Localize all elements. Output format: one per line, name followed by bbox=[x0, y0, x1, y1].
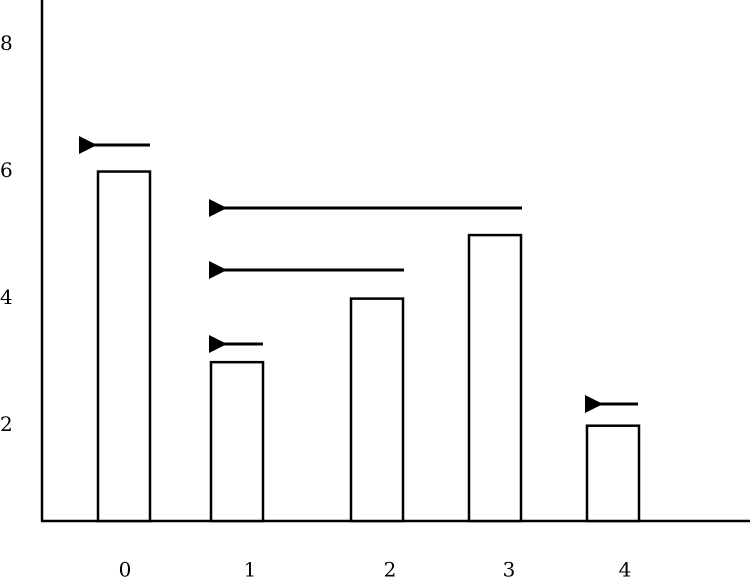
bar bbox=[467, 233, 523, 523]
y-tick-label: 4 bbox=[0, 285, 13, 309]
x-tick-label: 0 bbox=[119, 558, 132, 580]
bar bbox=[209, 360, 265, 523]
x-tick-label: 1 bbox=[244, 558, 257, 580]
x-tick-label: 4 bbox=[619, 558, 632, 580]
y-tick-label: 6 bbox=[0, 158, 13, 182]
x-tick-label: 2 bbox=[384, 558, 397, 580]
y-tick-label: 8 bbox=[0, 31, 13, 55]
arrows bbox=[79, 136, 638, 413]
bar bbox=[96, 170, 152, 523]
x-tick-label: 3 bbox=[503, 558, 516, 580]
y-tick-label: 2 bbox=[0, 412, 13, 436]
bar bbox=[349, 297, 405, 523]
bar bbox=[585, 424, 641, 523]
